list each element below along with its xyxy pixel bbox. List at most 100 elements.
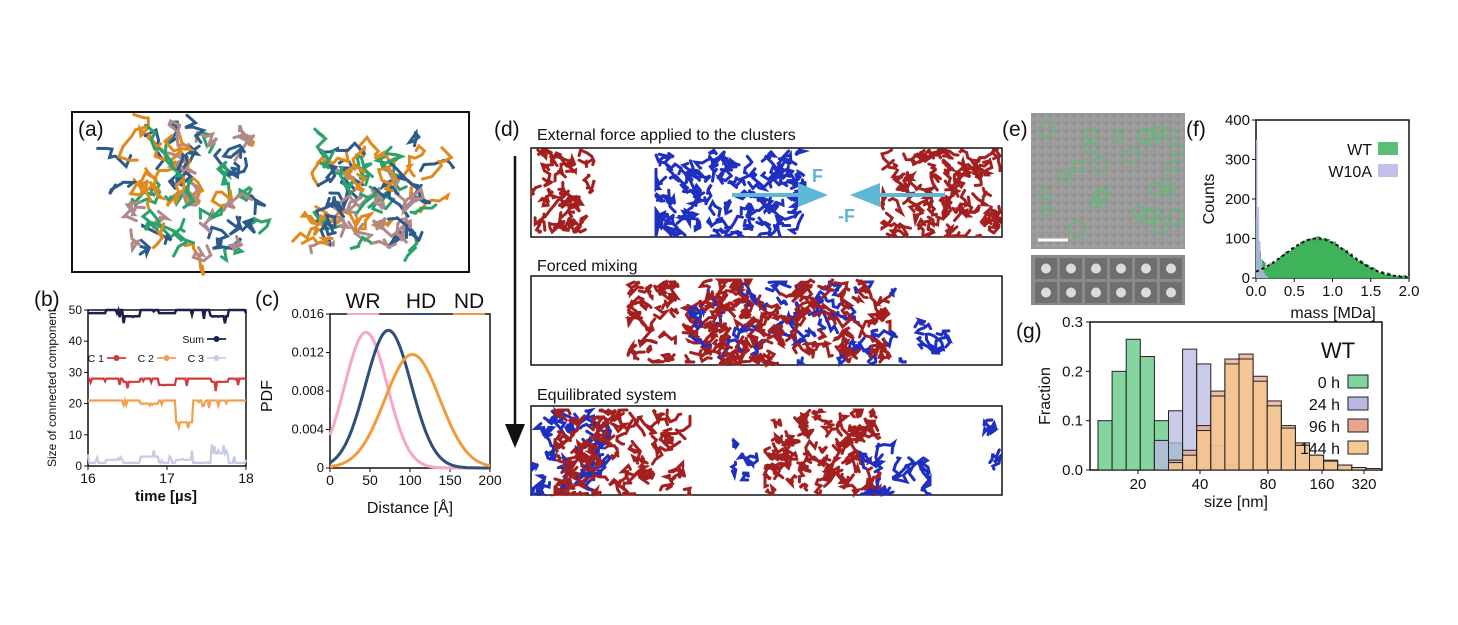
polymer-chain bbox=[920, 473, 932, 496]
polymer-chain bbox=[707, 198, 722, 218]
bar-g bbox=[1097, 420, 1113, 471]
class-average-particle bbox=[1166, 263, 1176, 274]
polymer-chain bbox=[742, 207, 753, 228]
polymer-chain bbox=[930, 150, 943, 160]
x-tick-label-c: 0 bbox=[326, 472, 334, 488]
pdf-curve bbox=[328, 330, 490, 470]
polymer-chain bbox=[692, 190, 706, 199]
legend-label-b: Sum bbox=[182, 334, 204, 346]
polymer-chain bbox=[530, 476, 546, 495]
polymer-chain bbox=[926, 215, 940, 229]
polymer-chain bbox=[652, 443, 674, 460]
polymer-chain bbox=[879, 219, 902, 230]
y-tick-label-g: 0.3 bbox=[1062, 314, 1083, 331]
polymer-chain bbox=[775, 330, 786, 346]
polymer-chain bbox=[573, 490, 589, 496]
polymer-chain bbox=[573, 452, 600, 462]
polymer-chain bbox=[701, 310, 718, 325]
polymer-chain bbox=[981, 425, 998, 438]
polymer-chain bbox=[880, 148, 895, 167]
polymer-chain bbox=[881, 161, 899, 171]
polymer-chain bbox=[800, 457, 813, 473]
polymer-chain bbox=[877, 484, 895, 496]
protein-chain bbox=[172, 228, 191, 258]
polymer-chain bbox=[843, 348, 861, 358]
panel-g-chart: 0.0 0.1 0.2 0.3 20 40 80 160 320 0 h 24 h 96 h 144 … bbox=[1037, 314, 1383, 511]
polymer-chain bbox=[693, 196, 710, 206]
polymer-chain bbox=[745, 203, 756, 221]
protein-chain bbox=[380, 152, 407, 167]
panel-label-c: (c) bbox=[255, 288, 280, 311]
y-tick-label-b: 0 bbox=[75, 459, 82, 473]
polymer-chain bbox=[873, 477, 883, 496]
arrow-head-left-icon bbox=[850, 183, 880, 207]
polymer-chain bbox=[816, 318, 827, 332]
polymer-chain bbox=[826, 298, 847, 310]
polymer-chain bbox=[960, 155, 971, 174]
legend-marker-b bbox=[213, 336, 220, 342]
polymer-chain bbox=[757, 338, 774, 351]
polymer-chain bbox=[587, 442, 597, 455]
polymer-chain bbox=[531, 422, 551, 438]
polymer-chain bbox=[914, 199, 928, 214]
bar-g bbox=[1139, 356, 1155, 471]
protein-chain bbox=[143, 180, 161, 211]
polymer-chain bbox=[990, 452, 1003, 471]
polymer-chain bbox=[747, 352, 766, 366]
polymer-chain bbox=[723, 347, 737, 358]
polymer-chain bbox=[834, 345, 859, 360]
polymer-chain bbox=[975, 233, 983, 238]
time-arrow bbox=[505, 156, 525, 448]
polymer-chain bbox=[888, 287, 897, 298]
polymer-chain bbox=[941, 158, 954, 172]
protein-chain bbox=[167, 118, 191, 147]
polymer-chain bbox=[706, 288, 719, 308]
protein-chain bbox=[355, 190, 377, 215]
polymer-chain bbox=[543, 155, 559, 172]
polymer-chain bbox=[738, 303, 751, 319]
polymer-chain bbox=[924, 332, 943, 346]
polymer-chain bbox=[785, 473, 798, 490]
series-line-b bbox=[88, 305, 248, 324]
protein-chain bbox=[116, 125, 148, 162]
particle-marker bbox=[1038, 120, 1056, 138]
polymer-chain bbox=[981, 186, 992, 199]
polymer-chain bbox=[798, 461, 812, 474]
polymer-chain bbox=[659, 286, 676, 307]
polymer-chain bbox=[759, 169, 785, 182]
particle-marker bbox=[1143, 129, 1160, 146]
polymer-chain bbox=[791, 341, 811, 357]
polymer-chain bbox=[959, 189, 969, 206]
protein-chain bbox=[343, 146, 367, 175]
polymer-chain bbox=[658, 279, 671, 290]
polymer-chain bbox=[892, 456, 904, 481]
polymer-chain bbox=[979, 215, 993, 227]
polymer-chain bbox=[554, 453, 571, 464]
protein-chain bbox=[245, 216, 272, 235]
particle-marker bbox=[1084, 141, 1098, 155]
polymer-chain bbox=[746, 291, 758, 308]
polymer-chain bbox=[851, 408, 864, 420]
series-line-b bbox=[86, 444, 248, 465]
polymer-chain bbox=[787, 210, 802, 219]
y-tick-label-b: 20 bbox=[69, 397, 83, 411]
polymer-chain bbox=[941, 150, 954, 160]
polymer-chain bbox=[817, 278, 835, 291]
polymer-chain bbox=[541, 177, 555, 188]
bar-g bbox=[1337, 464, 1353, 471]
polymer-chain bbox=[783, 164, 793, 178]
panel-label-b: (b) bbox=[34, 288, 60, 311]
particle-marker bbox=[1112, 131, 1125, 144]
polymer-chain bbox=[708, 164, 718, 183]
bar-g bbox=[1210, 395, 1226, 471]
polymer-chain bbox=[819, 419, 834, 434]
polymer-chain bbox=[715, 216, 730, 230]
polymer-chain bbox=[771, 203, 794, 222]
polymer-chain bbox=[987, 222, 1001, 235]
series-line-b bbox=[88, 376, 247, 392]
polymer-chain bbox=[837, 475, 850, 490]
polymer-chain bbox=[645, 344, 653, 354]
legend-swatch-f bbox=[1378, 164, 1398, 177]
polymer-chain bbox=[704, 183, 713, 204]
protein-chain bbox=[357, 134, 381, 158]
